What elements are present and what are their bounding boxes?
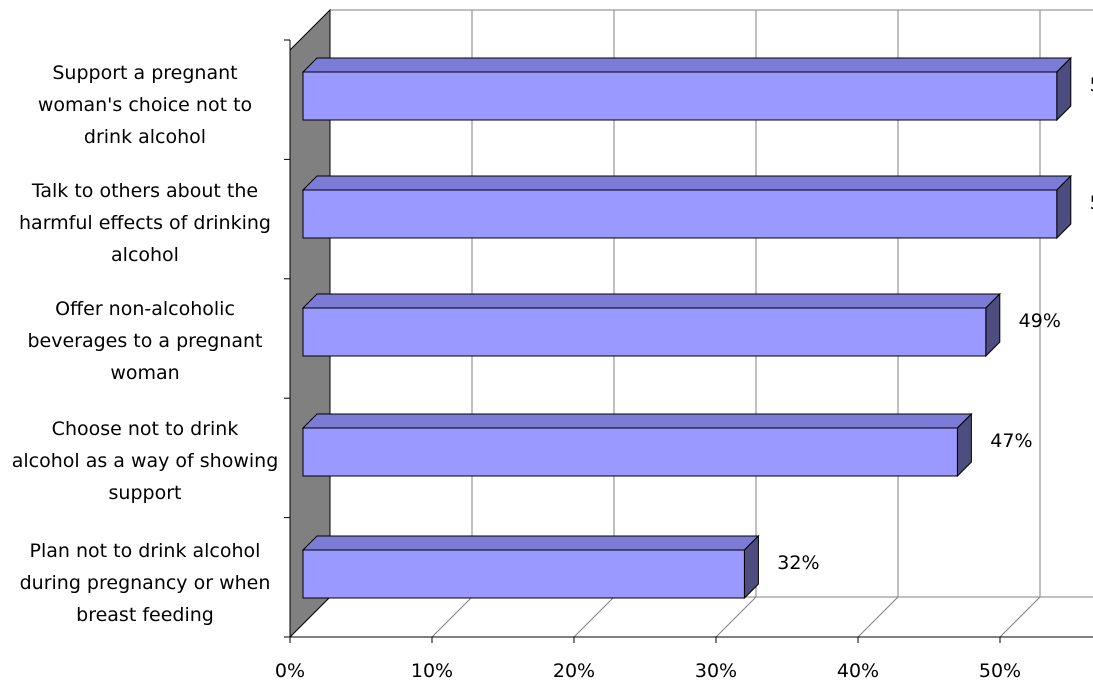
x-tick-label: 50%: [979, 660, 1021, 682]
data-label: 47%: [990, 430, 1032, 452]
data-label: 54%: [1090, 74, 1093, 96]
bar: [302, 71, 1058, 121]
bar: [302, 427, 958, 477]
bar-top: [301, 535, 760, 551]
bar-top: [301, 293, 1002, 309]
category-label: Support a pregnant woman's choice not to d…: [37, 62, 253, 148]
x-tick-label: 0%: [275, 660, 305, 682]
bar: [302, 189, 1058, 239]
floor-line: [715, 596, 757, 638]
x-tick-label: 20%: [553, 660, 595, 682]
x-tick-label: 10%: [411, 660, 453, 682]
floor-line: [431, 596, 473, 638]
data-label: 32%: [777, 552, 819, 574]
bar: [302, 549, 745, 599]
data-label: 49%: [1019, 310, 1061, 332]
bar: [302, 307, 987, 357]
floor-line: [857, 596, 899, 638]
x-tick-label: 30%: [695, 660, 737, 682]
category-label: Talk to others about the harmful effects …: [19, 180, 271, 266]
data-label: 54%: [1090, 192, 1093, 214]
x-tick-label: 40%: [837, 660, 879, 682]
bar-top: [301, 175, 1073, 191]
floor-line: [573, 596, 615, 638]
floor-line: [999, 596, 1041, 638]
category-label: Offer non-alcoholic beverages to a pregna…: [27, 298, 263, 384]
bar-top: [301, 57, 1073, 73]
category-label: Choose not to drink alcohol as a way of s…: [11, 418, 279, 504]
bar-top: [301, 413, 973, 429]
category-label: Plan not to drink alcohol during pregnanc…: [19, 540, 271, 626]
